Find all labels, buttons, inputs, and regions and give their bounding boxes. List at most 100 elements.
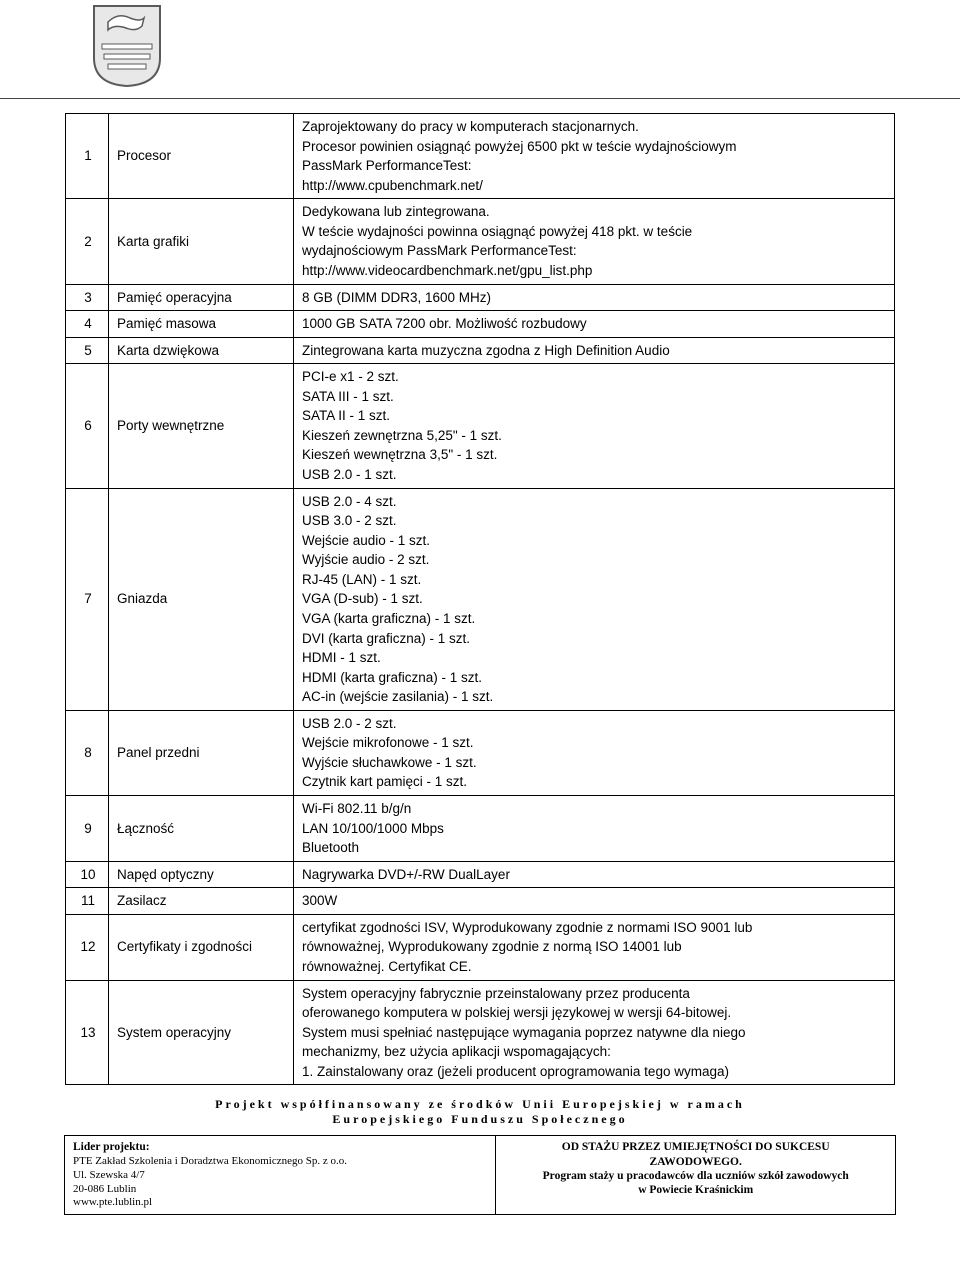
value-line: Czytnik kart pamięci - 1 szt. bbox=[302, 772, 888, 792]
value-line: Kieszeń zewnętrzna 5,25" - 1 szt. bbox=[302, 426, 888, 446]
value-line: Zaprojektowany do pracy w komputerach st… bbox=[302, 117, 888, 137]
value-line: http://www.cpubenchmark.net/ bbox=[302, 176, 888, 196]
value-line: Kieszeń wewnętrzna 3,5" - 1 szt. bbox=[302, 445, 888, 465]
value-line: USB 2.0 - 2 szt. bbox=[302, 714, 888, 734]
value-line: równoważnej, Wyprodukowany zgodnie z nor… bbox=[302, 937, 888, 957]
footer-left: Lider projektu: PTE Zakład Szkolenia i D… bbox=[65, 1136, 496, 1214]
value-line: 8 GB (DIMM DDR3, 1600 MHz) bbox=[302, 288, 888, 308]
value-line: USB 3.0 - 2 szt. bbox=[302, 511, 888, 531]
value-line: PassMark PerformanceTest: bbox=[302, 156, 888, 176]
value-line: Zintegrowana karta muzyczna zgodna z Hig… bbox=[302, 341, 888, 361]
value-line: Wejście mikrofonowe - 1 szt. bbox=[302, 733, 888, 753]
row-num: 10 bbox=[66, 861, 109, 888]
table-row: 11Zasilacz300W bbox=[66, 888, 895, 915]
table-row: 1Procesor Zaprojektowany do pracy w kompu… bbox=[66, 114, 895, 199]
row-num: 8 bbox=[66, 710, 109, 795]
row-name: Karta dzwiękowa bbox=[109, 337, 294, 364]
row-value: Zintegrowana karta muzyczna zgodna z Hig… bbox=[294, 337, 895, 364]
row-value: Dedykowana lub zintegrowana.W teście wyd… bbox=[294, 199, 895, 284]
divider bbox=[0, 98, 960, 99]
value-line: W teście wydajności powinna osiągnąć pow… bbox=[302, 222, 888, 242]
row-value: System operacyjny fabrycznie przeinstalo… bbox=[294, 980, 895, 1085]
row-value: 300W bbox=[294, 888, 895, 915]
row-num: 12 bbox=[66, 914, 109, 980]
row-num: 9 bbox=[66, 796, 109, 862]
row-num: 2 bbox=[66, 199, 109, 284]
value-line: certyfikat zgodności ISV, Wyprodukowany … bbox=[302, 918, 888, 938]
row-name: Panel przedni bbox=[109, 710, 294, 795]
value-line: równoważnej. Certyfikat CE. bbox=[302, 957, 888, 977]
row-num: 6 bbox=[66, 364, 109, 488]
table-row: 12Certyfikaty i zgodności certyfikat zgod… bbox=[66, 914, 895, 980]
footer-left-3: 20-086 Lublin bbox=[73, 1183, 136, 1195]
footer-lead: Lider projektu: bbox=[73, 1141, 150, 1153]
value-line: 300W bbox=[302, 891, 888, 911]
row-value: PCI-e x1 - 2 szt.SATA III - 1 szt.SATA I… bbox=[294, 364, 895, 488]
row-num: 13 bbox=[66, 980, 109, 1085]
row-name: Certyfikaty i zgodności bbox=[109, 914, 294, 980]
footer-left-1: PTE Zakład Szkolenia i Doradztwa Ekonomi… bbox=[73, 1155, 347, 1167]
row-name: Procesor bbox=[109, 114, 294, 199]
row-num: 7 bbox=[66, 488, 109, 710]
value-line: Nagrywarka DVD+/-RW DualLayer bbox=[302, 865, 888, 885]
value-line: PCI-e x1 - 2 szt. bbox=[302, 367, 888, 387]
row-num: 1 bbox=[66, 114, 109, 199]
table-row: 6Porty wewnętrznePCI-e x1 - 2 szt.SATA I… bbox=[66, 364, 895, 488]
funding-line-1: Projekt współfinansowany ze środków Unii… bbox=[215, 1097, 745, 1111]
shield-logo-icon bbox=[90, 4, 164, 88]
value-line: Wejście audio - 1 szt. bbox=[302, 531, 888, 551]
value-line: wydajnościowym PassMark PerformanceTest: bbox=[302, 241, 888, 261]
table-row: 13System operacyjnySystem operacyjny fab… bbox=[66, 980, 895, 1085]
row-num: 4 bbox=[66, 311, 109, 338]
table-row: 8Panel przedni USB 2.0 - 2 szt.Wejście mi… bbox=[66, 710, 895, 795]
value-line: Wyjście audio - 2 szt. bbox=[302, 550, 888, 570]
table-row: 7GniazdaUSB 2.0 - 4 szt.USB 3.0 - 2 szt.… bbox=[66, 488, 895, 710]
row-value: 8 GB (DIMM DDR3, 1600 MHz) bbox=[294, 284, 895, 311]
funding-text: Projekt współfinansowany ze środków Unii… bbox=[65, 1097, 895, 1127]
value-line: http://www.videocardbenchmark.net/gpu_li… bbox=[302, 261, 888, 281]
row-name: Gniazda bbox=[109, 488, 294, 710]
row-value: USB 2.0 - 4 szt.USB 3.0 - 2 szt.Wejście … bbox=[294, 488, 895, 710]
table-row: 10Napęd optycznyNagrywarka DVD+/-RW Dual… bbox=[66, 861, 895, 888]
footer-right-4: w Powiecie Kraśnickim bbox=[638, 1184, 753, 1196]
footer-left-4: www.pte.lublin.pl bbox=[73, 1196, 152, 1208]
table-row: 2Karta grafikiDedykowana lub zintegrowan… bbox=[66, 199, 895, 284]
row-value: Nagrywarka DVD+/-RW DualLayer bbox=[294, 861, 895, 888]
funding-line-2: Europejskiego Funduszu Społecznego bbox=[332, 1112, 627, 1126]
table-row: 4Pamięć masowa 1000 GB SATA 7200 obr. Moż… bbox=[66, 311, 895, 338]
value-line: Dedykowana lub zintegrowana. bbox=[302, 202, 888, 222]
footer-right: OD STAŻU PRZEZ UMIEJĘTNOŚCI DO SUKCESU Z… bbox=[496, 1136, 895, 1214]
row-name: Pamięć masowa bbox=[109, 311, 294, 338]
value-line: Wi-Fi 802.11 b/g/n bbox=[302, 799, 888, 819]
row-value: certyfikat zgodności ISV, Wyprodukowany … bbox=[294, 914, 895, 980]
logo-area bbox=[0, 0, 960, 98]
value-line: HDMI (karta graficzna) - 1 szt. bbox=[302, 668, 888, 688]
value-line: System musi spełniać następujące wymagan… bbox=[302, 1023, 888, 1043]
footer-box: Lider projektu: PTE Zakład Szkolenia i D… bbox=[64, 1135, 896, 1215]
value-line: 1. Zainstalowany oraz (jeżeli producent … bbox=[302, 1062, 888, 1082]
value-line: LAN 10/100/1000 Mbps bbox=[302, 819, 888, 839]
value-line: VGA (D-sub) - 1 szt. bbox=[302, 589, 888, 609]
value-line: SATA II - 1 szt. bbox=[302, 406, 888, 426]
value-line: Wyjście słuchawkowe - 1 szt. bbox=[302, 753, 888, 773]
value-line: RJ-45 (LAN) - 1 szt. bbox=[302, 570, 888, 590]
row-value: Zaprojektowany do pracy w komputerach st… bbox=[294, 114, 895, 199]
value-line: HDMI - 1 szt. bbox=[302, 648, 888, 668]
value-line: USB 2.0 - 4 szt. bbox=[302, 492, 888, 512]
value-line: USB 2.0 - 1 szt. bbox=[302, 465, 888, 485]
row-value: 1000 GB SATA 7200 obr. Możliwość rozbudo… bbox=[294, 311, 895, 338]
value-line: SATA III - 1 szt. bbox=[302, 387, 888, 407]
row-name: Zasilacz bbox=[109, 888, 294, 915]
footer-left-2: Ul. Szewska 4/7 bbox=[73, 1169, 145, 1181]
value-line: 1000 GB SATA 7200 obr. Możliwość rozbudo… bbox=[302, 314, 888, 334]
footer-right-2: ZAWODOWEGO. bbox=[650, 1156, 742, 1168]
value-line: mechanizmy, bez użycia aplikacji wspomag… bbox=[302, 1042, 888, 1062]
row-name: Pamięć operacyjna bbox=[109, 284, 294, 311]
value-line: VGA (karta graficzna) - 1 szt. bbox=[302, 609, 888, 629]
row-name: System operacyjny bbox=[109, 980, 294, 1085]
row-value: Wi-Fi 802.11 b/g/nLAN 10/100/1000 MbpsBl… bbox=[294, 796, 895, 862]
row-name: Karta grafiki bbox=[109, 199, 294, 284]
table-row: 3Pamięć operacyjna8 GB (DIMM DDR3, 1600 … bbox=[66, 284, 895, 311]
table-row: 5Karta dzwiękowaZintegrowana karta muzyc… bbox=[66, 337, 895, 364]
footer-right-3: Program staży u pracodawców dla uczniów … bbox=[543, 1170, 849, 1182]
